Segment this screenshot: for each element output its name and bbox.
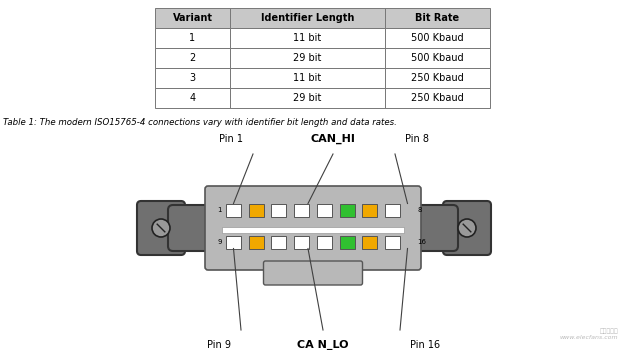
Text: 2: 2: [190, 53, 195, 63]
Bar: [317, 203, 332, 217]
Text: Pin 1: Pin 1: [219, 134, 243, 144]
Text: 11 bit: 11 bit: [294, 73, 322, 83]
Text: 29 bit: 29 bit: [294, 53, 322, 63]
Bar: [272, 203, 287, 217]
Bar: [155, 68, 230, 88]
Bar: [385, 88, 490, 108]
FancyBboxPatch shape: [205, 186, 421, 270]
Text: 电子发烧友
www.elecfans.com: 电子发烧友 www.elecfans.com: [560, 329, 618, 340]
Text: 8: 8: [417, 207, 421, 213]
Bar: [230, 68, 385, 88]
Bar: [362, 203, 377, 217]
Text: 500 Kbaud: 500 Kbaud: [411, 33, 464, 43]
Bar: [230, 88, 385, 108]
FancyBboxPatch shape: [443, 201, 491, 255]
Text: Identifier Length: Identifier Length: [261, 13, 354, 23]
Bar: [249, 236, 264, 248]
Bar: [317, 236, 332, 248]
Text: 500 Kbaud: 500 Kbaud: [411, 53, 464, 63]
Text: 250 Kbaud: 250 Kbaud: [411, 73, 464, 83]
Bar: [294, 203, 309, 217]
FancyBboxPatch shape: [168, 205, 458, 251]
Text: 1: 1: [217, 207, 222, 213]
FancyBboxPatch shape: [137, 201, 185, 255]
Bar: [226, 236, 241, 248]
Bar: [230, 8, 385, 28]
Bar: [362, 236, 377, 248]
Bar: [272, 236, 287, 248]
FancyBboxPatch shape: [264, 261, 362, 285]
Text: CAN_HI: CAN_HI: [310, 134, 356, 144]
Text: CA N_LO: CA N_LO: [297, 340, 349, 350]
Bar: [155, 28, 230, 48]
Bar: [294, 236, 309, 248]
Text: Pin 16: Pin 16: [410, 340, 440, 350]
Bar: [155, 8, 230, 28]
Bar: [385, 236, 400, 248]
Text: Variant: Variant: [173, 13, 212, 23]
Bar: [385, 8, 490, 28]
Text: 250 Kbaud: 250 Kbaud: [411, 93, 464, 103]
Bar: [230, 48, 385, 68]
Text: 9: 9: [217, 239, 222, 245]
Bar: [385, 203, 400, 217]
Text: Pin 8: Pin 8: [405, 134, 429, 144]
Text: Table 1: The modern ISO15765-4 connections vary with identifier bit length and d: Table 1: The modern ISO15765-4 connectio…: [3, 118, 397, 127]
Bar: [155, 88, 230, 108]
Bar: [339, 203, 354, 217]
Text: 1: 1: [190, 33, 195, 43]
Bar: [226, 203, 241, 217]
Text: 29 bit: 29 bit: [294, 93, 322, 103]
Bar: [385, 68, 490, 88]
Text: 3: 3: [190, 73, 195, 83]
Circle shape: [152, 219, 170, 237]
Text: 11 bit: 11 bit: [294, 33, 322, 43]
Bar: [222, 227, 404, 233]
Text: 16: 16: [417, 239, 426, 245]
Bar: [339, 236, 354, 248]
Bar: [230, 28, 385, 48]
Bar: [385, 48, 490, 68]
Circle shape: [458, 219, 476, 237]
Text: 4: 4: [190, 93, 195, 103]
Bar: [385, 28, 490, 48]
Text: Pin 9: Pin 9: [207, 340, 231, 350]
Bar: [155, 48, 230, 68]
Bar: [249, 203, 264, 217]
Text: Bit Rate: Bit Rate: [416, 13, 459, 23]
